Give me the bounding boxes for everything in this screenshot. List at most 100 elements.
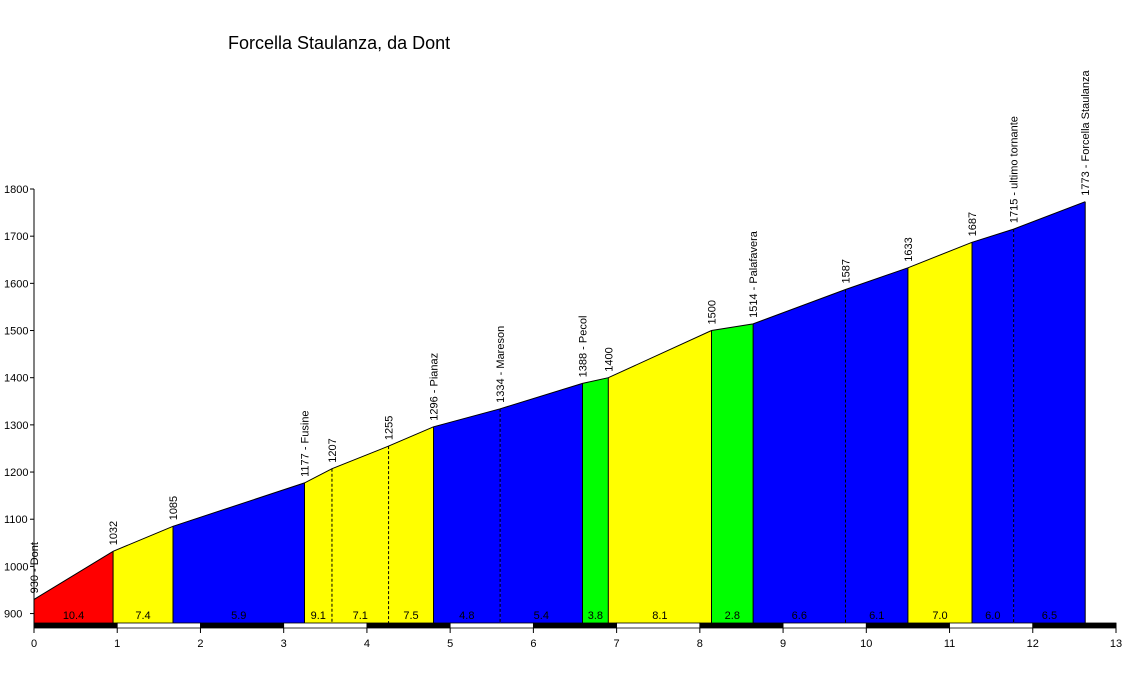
gradient-label-13: 7.0 bbox=[932, 610, 947, 622]
km-block-12 bbox=[1032, 622, 1117, 629]
gradient-label-bg-9 bbox=[647, 609, 672, 620]
km-block-2 bbox=[200, 622, 285, 629]
x-tick-label-9: 9 bbox=[780, 638, 786, 650]
gradient-label-15: 6.5 bbox=[1042, 610, 1057, 622]
gradient-label-1: 7.4 bbox=[135, 610, 150, 622]
gradient-label-0: 10.4 bbox=[63, 610, 84, 622]
km-block-9 bbox=[782, 622, 867, 629]
waypoint-label-10: 1500 bbox=[706, 300, 718, 324]
waypoint-label-14: 1687 bbox=[967, 212, 979, 236]
gradient-label-10: 2.8 bbox=[725, 610, 740, 622]
segment-6 bbox=[433, 408, 501, 623]
y-tick-label-3: 1200 bbox=[4, 467, 28, 479]
axes: 900 1000 1100 1200 1300 1400 1500 1600 1700 1800 0… bbox=[4, 184, 1122, 650]
y-tick-label-9: 1800 bbox=[4, 184, 28, 196]
waypoint-label-15: 1715 - ultimo tornante bbox=[1009, 116, 1021, 223]
waypoint-label-4: 1207 bbox=[327, 438, 339, 462]
gradient-label-bg-8 bbox=[583, 609, 608, 620]
waypoint-label-0: 930 - Dont bbox=[29, 542, 41, 593]
gradient-label-bg-5 bbox=[399, 609, 424, 620]
x-tick-label-13: 13 bbox=[1110, 638, 1122, 650]
waypoint-label-7: 1334 - Mareson bbox=[495, 326, 507, 403]
gradient-labels: 10.4 7.4 5.9 9.1 7.1 7.5 4.8 5.4 3.8 8.1 2.8 6.6 6.1… bbox=[61, 609, 1062, 622]
gradient-label-bg-2 bbox=[226, 609, 251, 620]
gradient-label-6: 4.8 bbox=[459, 610, 474, 622]
y-tick-label-0: 900 bbox=[4, 609, 22, 621]
x-tick-label-10: 10 bbox=[860, 638, 872, 650]
segment-1 bbox=[113, 526, 173, 623]
segment-dividers bbox=[112, 201, 1086, 623]
gradient-label-bg-14 bbox=[980, 609, 1005, 620]
segment-11 bbox=[753, 289, 846, 623]
segment-9 bbox=[608, 330, 712, 623]
km-block-3 bbox=[283, 622, 368, 629]
waypoint-labels: 930 - Dont 1032 1085 1177 - Fusine 1207 1255 1… bbox=[29, 70, 1092, 594]
segment-0 bbox=[34, 551, 114, 623]
y-tick-label-8: 1700 bbox=[4, 231, 28, 243]
waypoint-label-12: 1587 bbox=[841, 259, 853, 283]
segment-14 bbox=[972, 229, 1014, 623]
gradient-label-8: 3.8 bbox=[588, 610, 603, 622]
gradient-label-7: 5.4 bbox=[534, 610, 549, 622]
km-block-8 bbox=[699, 622, 784, 629]
y-tick-label-7: 1600 bbox=[4, 278, 28, 290]
waypoint-label-9: 1400 bbox=[603, 347, 615, 371]
waypoint-label-2: 1085 bbox=[168, 496, 180, 520]
x-tick-label-4: 4 bbox=[364, 638, 370, 650]
y-tick-label-6: 1500 bbox=[4, 326, 28, 338]
waypoint-label-13: 1633 bbox=[903, 237, 915, 261]
gradient-label-bg-1 bbox=[131, 609, 156, 620]
gradient-label-12: 6.1 bbox=[869, 610, 884, 622]
gradient-label-4: 7.1 bbox=[353, 610, 368, 622]
x-tick-label-12: 12 bbox=[1027, 638, 1039, 650]
x-tick-label-7: 7 bbox=[614, 638, 620, 650]
x-tick-label-3: 3 bbox=[281, 638, 287, 650]
gradient-label-bg-6 bbox=[454, 609, 479, 620]
segment-12 bbox=[845, 267, 908, 623]
segment-7 bbox=[500, 383, 583, 623]
gradient-label-bg-10 bbox=[720, 609, 745, 620]
waypoint-label-11: 1514 - Palafavera bbox=[748, 230, 760, 318]
y-tick-label-5: 1400 bbox=[4, 373, 28, 385]
gradient-label-bg-11 bbox=[787, 609, 812, 620]
gradient-label-bg-4 bbox=[348, 609, 373, 620]
x-tick-label-0: 0 bbox=[31, 638, 37, 650]
gradient-label-bg-13 bbox=[927, 609, 952, 620]
x-tick-label-5: 5 bbox=[447, 638, 453, 650]
waypoint-label-3: 1177 - Fusine bbox=[300, 410, 312, 476]
segment-4 bbox=[332, 446, 389, 623]
segment-2 bbox=[173, 482, 305, 623]
gradient-label-bg-3 bbox=[306, 609, 331, 620]
km-block-4 bbox=[366, 622, 451, 629]
gradient-label-9: 8.1 bbox=[652, 610, 667, 622]
y-tick-label-4: 1300 bbox=[4, 420, 28, 432]
x-tick-label-8: 8 bbox=[697, 638, 703, 650]
segment-10 bbox=[711, 323, 754, 623]
segment-13 bbox=[907, 242, 972, 624]
x-tick-label-1: 1 bbox=[114, 638, 120, 650]
km-block-10 bbox=[865, 622, 950, 629]
gradient-label-2: 5.9 bbox=[231, 610, 246, 622]
y-tick-label-1: 1000 bbox=[4, 561, 28, 573]
gradient-label-bg-0 bbox=[61, 609, 86, 620]
gradient-label-bg-7 bbox=[529, 609, 554, 620]
waypoint-label-1: 1032 bbox=[108, 521, 120, 545]
x-tick-label-6: 6 bbox=[530, 638, 536, 650]
chart-title: Forcella Staulanza, da Dont bbox=[228, 33, 451, 53]
km-block-11 bbox=[949, 622, 1034, 629]
km-scale-bar bbox=[33, 622, 1117, 629]
segment-8 bbox=[582, 377, 609, 623]
gradient-label-bg-12 bbox=[864, 609, 889, 620]
gradient-label-14: 6.0 bbox=[985, 610, 1000, 622]
segment-15 bbox=[1013, 201, 1086, 623]
segment-3 bbox=[304, 468, 332, 623]
gradient-label-3: 9.1 bbox=[311, 610, 326, 622]
waypoint-label-6: 1296 - Pianaz bbox=[429, 353, 441, 421]
km-block-6 bbox=[532, 622, 618, 629]
segment-5 bbox=[388, 426, 434, 623]
waypoint-label-5: 1255 bbox=[384, 416, 396, 440]
gradient-label-bg-15 bbox=[1037, 609, 1062, 620]
waypoint-label-8: 1388 - Pecol bbox=[577, 316, 589, 378]
gradient-label-11: 6.6 bbox=[792, 610, 807, 622]
